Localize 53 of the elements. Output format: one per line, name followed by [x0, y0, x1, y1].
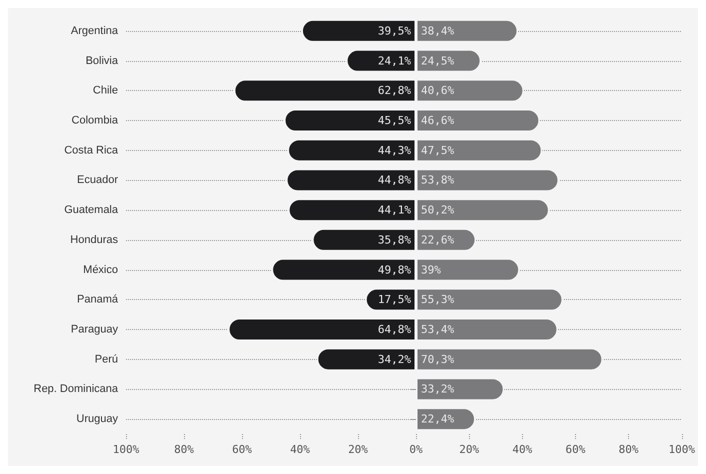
data-label: 34,2%	[378, 352, 412, 366]
data-label: 53,4%	[421, 323, 454, 336]
data-label: 39%	[421, 263, 442, 276]
bar	[416, 378, 504, 401]
x-tick-label: 20%	[348, 443, 368, 456]
data-label: 39,5%	[378, 24, 412, 38]
bar	[416, 408, 476, 431]
data-label: 53,8%	[421, 174, 454, 187]
data-label: 55,3%	[421, 293, 454, 306]
y-tick-label: Argentina	[70, 24, 119, 37]
y-tick-label: Guatemala	[64, 204, 119, 216]
y-tick-label: Costa Rica	[64, 144, 119, 156]
y-tick-label: Perú	[94, 353, 118, 366]
data-label: 49,8%	[378, 263, 412, 276]
x-tick-label: 40%	[290, 443, 310, 456]
x-tick-label: 0%	[409, 443, 423, 456]
data-label: 17,5%	[378, 293, 412, 306]
data-label: 44,1%	[378, 204, 412, 217]
data-label: 33,2%	[421, 382, 454, 396]
data-label: 64,8%	[378, 323, 412, 336]
data-label: 24,1%	[378, 54, 412, 68]
data-label: 38,4%	[421, 24, 454, 38]
data-label: 22,6%	[421, 233, 454, 246]
data-label: 44,3%	[378, 144, 412, 157]
x-tick-label: 100%	[668, 443, 696, 456]
data-label: 22,4%	[421, 412, 454, 426]
x-tick-label: 40%	[512, 443, 533, 456]
data-label: 35,8%	[378, 233, 412, 246]
y-tick-label: Bolivia	[86, 54, 119, 67]
data-label: 24,5%	[421, 54, 454, 68]
data-label: 44,8%	[378, 174, 412, 187]
x-tick-label: 80%	[618, 443, 639, 456]
data-label: 45,5%	[378, 114, 412, 127]
y-tick-label: Honduras	[70, 234, 118, 246]
data-label: 70,3%	[421, 352, 454, 366]
data-label: 50,2%	[421, 204, 454, 217]
data-label: 47,5%	[421, 144, 454, 157]
data-label: 46,6%	[421, 114, 454, 127]
data-label: 62,8%	[378, 84, 412, 98]
y-tick-label: Paraguay	[70, 324, 118, 336]
y-tick-label: Uruguay	[76, 413, 118, 426]
y-tick-label: Chile	[92, 84, 118, 97]
x-tick-label: 60%	[566, 443, 586, 456]
y-tick-label: Ecuador	[77, 174, 118, 186]
data-label: 40,6%	[421, 84, 454, 98]
x-tick-label: 20%	[459, 443, 480, 456]
y-tick-label: México	[83, 264, 118, 276]
y-tick-label: Rep. Dominicana	[34, 383, 119, 396]
x-tick-label: 60%	[232, 443, 252, 456]
y-tick-label: Panamá	[77, 294, 119, 306]
x-tick-label: 80%	[174, 443, 194, 456]
x-tick-label: 100%	[112, 443, 140, 456]
y-tick-label: Colombia	[72, 114, 119, 126]
